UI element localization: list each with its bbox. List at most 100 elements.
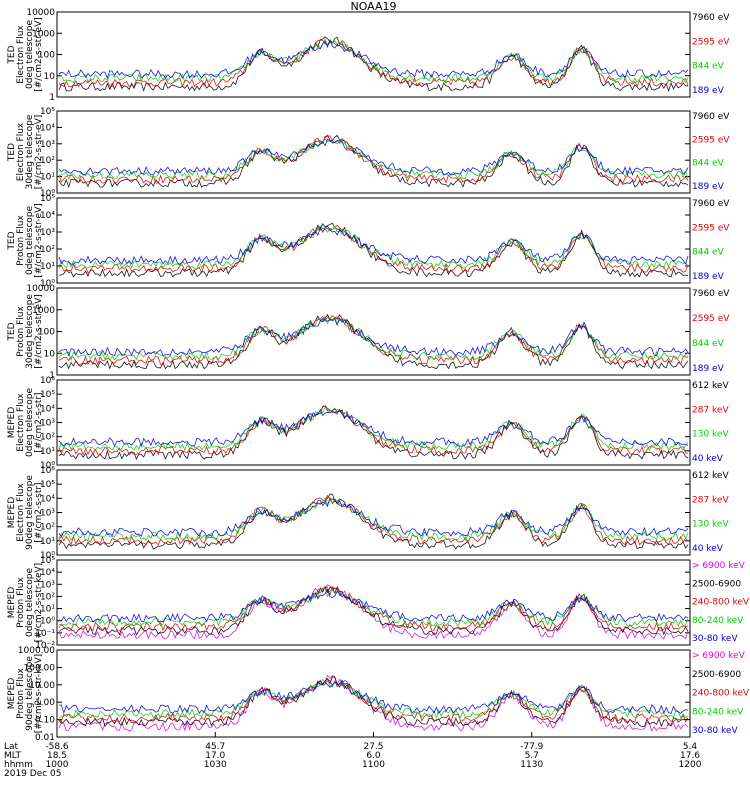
- legend-entry: 2595 eV: [692, 314, 730, 324]
- y-tick-label: 10⁴: [40, 494, 55, 504]
- panel-frame: [56, 649, 691, 738]
- legend-entry: 287 keV: [692, 495, 729, 505]
- legend-entry: > 6900 keV: [692, 561, 746, 571]
- y-tick-label: 10⁵: [40, 107, 55, 117]
- y-tick-label: 10¹: [40, 537, 55, 547]
- series-trace: [58, 680, 689, 715]
- series-trace: [58, 135, 689, 184]
- y-axis-label-line: [#/cm2-s-str]: [34, 482, 44, 542]
- y-tick-label: 10⁻¹: [35, 629, 55, 639]
- y-axis-label-line: TED: [7, 322, 17, 341]
- series-trace: [58, 586, 689, 632]
- y-tick-label: 10⁰: [40, 279, 55, 289]
- legend-entry: 130 keV: [692, 520, 729, 530]
- legend-entry: 2500-6900: [692, 579, 741, 589]
- series-trace: [58, 38, 689, 80]
- y-axis-label-line: Proton Flux: [16, 215, 26, 266]
- panel-traces: [58, 674, 689, 732]
- series-trace: [58, 493, 689, 550]
- legend-entry: 7960 eV: [692, 289, 730, 299]
- y-axis-label-line: [#/cm2-s-str-keV]: [34, 654, 44, 733]
- y-tick-label: 10⁻²: [35, 641, 55, 651]
- y-tick-label: 10³: [40, 509, 55, 519]
- y-axis-label-line: [#/cm2-s-str-eV]: [34, 294, 44, 369]
- y-tick-label: 10²: [40, 592, 55, 602]
- y-axis-label-line: Electron Flux: [16, 483, 26, 542]
- y-axis-label-line: TED: [7, 45, 17, 64]
- legend-entry: 189 eV: [692, 182, 725, 192]
- x-tick-label: -77.9: [520, 742, 544, 752]
- panel-traces: [58, 313, 689, 370]
- y-axis-label-line: MEPED: [7, 497, 17, 529]
- series-trace: [58, 406, 689, 452]
- legend-entry: 30-80 keV: [692, 726, 738, 736]
- y-axis-label-line: 0deg telescope: [25, 388, 35, 458]
- series-trace: [58, 676, 689, 728]
- panel-frame: [56, 110, 691, 194]
- y-tick-label: 1: [49, 371, 55, 381]
- panel-3: 10⁰ 10¹ 10² 10³ 10⁴ 10⁵ TED Proton Flux 0deg tel…: [7, 194, 730, 289]
- y-tick-label: 10: [44, 72, 56, 82]
- y-tick-label: 10⁴: [40, 211, 55, 221]
- series-trace: [58, 405, 689, 456]
- series-trace: [58, 39, 689, 88]
- series-trace: [58, 588, 689, 623]
- y-tick-label: 10⁴: [40, 123, 55, 133]
- y-tick-label: 10²: [40, 156, 55, 166]
- x-tick-label: 45.7: [205, 742, 225, 752]
- y-tick-label: 10²: [40, 245, 55, 255]
- y-tick-label: 10⁶: [40, 466, 55, 476]
- y-tick-label: 10³: [40, 140, 55, 150]
- y-axis-label-line: [#/cm2-s-str-keV]: [34, 563, 44, 642]
- legend-entry: 40 keV: [692, 544, 724, 554]
- y-tick-label: 10⁵: [40, 390, 55, 400]
- panel-2: 10⁰ 10¹ 10² 10³ 10⁴ 10⁵ TED Electron Flux 30deg …: [7, 107, 730, 199]
- series-trace: [58, 138, 689, 177]
- series-trace: [58, 678, 689, 719]
- y-tick-label: 10⁰: [40, 551, 55, 561]
- y-axis-label-line: Electron Flux: [16, 393, 26, 452]
- y-axis-label-line: 90deg telescope: [25, 475, 35, 550]
- legend-entry: 80-240 keV: [692, 707, 744, 717]
- legend-entry: 2595 eV: [692, 135, 730, 145]
- y-tick-label: 10⁴: [40, 568, 55, 578]
- y-tick-label: 10⁰: [40, 617, 55, 627]
- y-axis-label-line: TED: [7, 143, 17, 162]
- y-axis-label-line: Electron Flux: [16, 25, 26, 84]
- series-trace: [58, 498, 689, 538]
- legend-entry: 130 keV: [692, 430, 729, 440]
- legend-entry: 7960 eV: [692, 13, 730, 23]
- y-tick-label: 10⁵: [40, 556, 55, 566]
- legend-entry: 612 keV: [692, 381, 729, 391]
- series-trace: [58, 36, 689, 93]
- y-tick-label: 10⁵: [40, 480, 55, 490]
- legend-entry: 612 keV: [692, 471, 729, 481]
- y-tick-label: 10.00: [29, 681, 55, 691]
- y-tick-label: 100: [38, 328, 55, 338]
- y-axis-label-line: [#/cm2-s-str]: [34, 392, 44, 452]
- panel-traces: [58, 134, 689, 189]
- legend-entry: 80-240 keV: [692, 616, 744, 626]
- x-tick-label: 1000: [46, 760, 69, 770]
- x-tick-label: 1100: [362, 760, 385, 770]
- x-tick-label: 6.0: [366, 751, 381, 761]
- series-trace: [58, 134, 689, 189]
- panel-traces: [58, 222, 689, 278]
- series-trace: [58, 678, 689, 724]
- legend-entry: 287 keV: [692, 405, 729, 415]
- legend-entry: 2500-6900: [692, 670, 741, 680]
- x-tick-label: -58.6: [45, 742, 69, 752]
- y-tick-label: 10⁵: [40, 194, 55, 204]
- x-tick-label: 17.0: [205, 751, 225, 761]
- y-tick-label: 10³: [40, 228, 55, 238]
- panel-5: 10⁰ 10¹ 10² 10³ 10⁴ 10⁵ 10⁶ MEPED Electron Flux 0…: [7, 376, 729, 471]
- y-tick-label: 10²: [40, 523, 55, 533]
- y-tick-label: 10³: [40, 580, 55, 590]
- y-axis-label-line: MEPED: [7, 678, 17, 710]
- y-axis-label-line: Proton Flux: [16, 577, 26, 628]
- legend-entry: 189 eV: [692, 272, 725, 282]
- y-axis-label-line: 0deg telescope: [25, 20, 35, 90]
- panel-traces: [58, 584, 689, 640]
- x-tick-label: 1200: [679, 760, 702, 770]
